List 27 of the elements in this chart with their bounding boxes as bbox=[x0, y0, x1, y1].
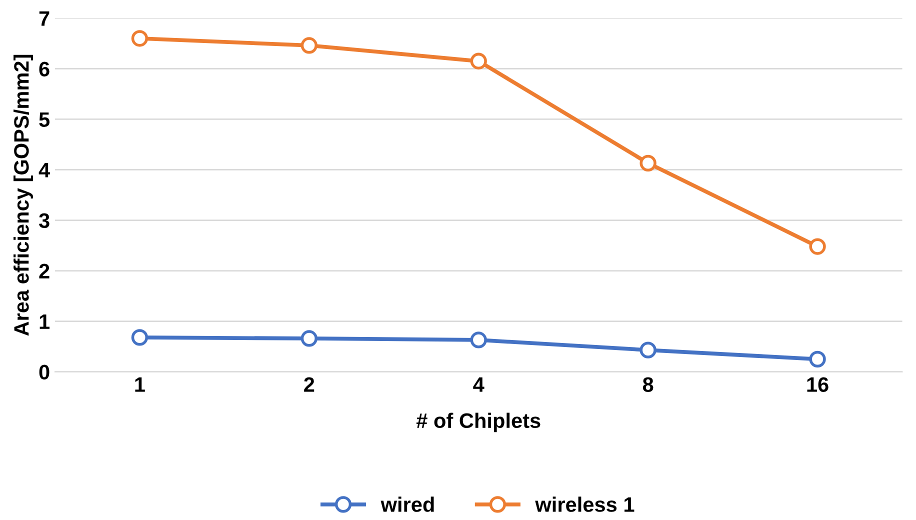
y-tick-label: 2 bbox=[39, 264, 50, 278]
y-tick-label: 3 bbox=[38, 213, 50, 228]
point bbox=[300, 37, 318, 54]
y-tick-label: 0 bbox=[39, 364, 50, 380]
point bbox=[470, 52, 487, 70]
point bbox=[131, 30, 148, 47]
point bbox=[131, 329, 148, 346]
y-axis-title: Area efficiency [GOPS/mm2] bbox=[14, 54, 33, 336]
x-tick-label: 8 bbox=[642, 377, 654, 392]
x-tick-label: 4 bbox=[473, 377, 484, 392]
x-tick-label: 2 bbox=[304, 377, 314, 392]
y-tick-label: 5 bbox=[39, 112, 50, 127]
point bbox=[470, 332, 487, 348]
y-tick-label: 7 bbox=[39, 11, 50, 26]
y-tick-label: 4 bbox=[38, 162, 50, 178]
y-tick-label: 6 bbox=[39, 62, 50, 76]
point bbox=[640, 154, 656, 172]
x-axis-title: # of Chiplets bbox=[416, 412, 540, 432]
point bbox=[809, 238, 826, 255]
point bbox=[809, 350, 826, 368]
legend-label: wired bbox=[380, 496, 434, 512]
legend-label: wireless 1 bbox=[535, 496, 634, 512]
x-tick-label: 1 bbox=[135, 377, 145, 392]
y-tick-label: 1 bbox=[40, 314, 50, 329]
point bbox=[300, 330, 318, 347]
point bbox=[640, 342, 656, 358]
x-tick-label: 16 bbox=[807, 377, 828, 392]
